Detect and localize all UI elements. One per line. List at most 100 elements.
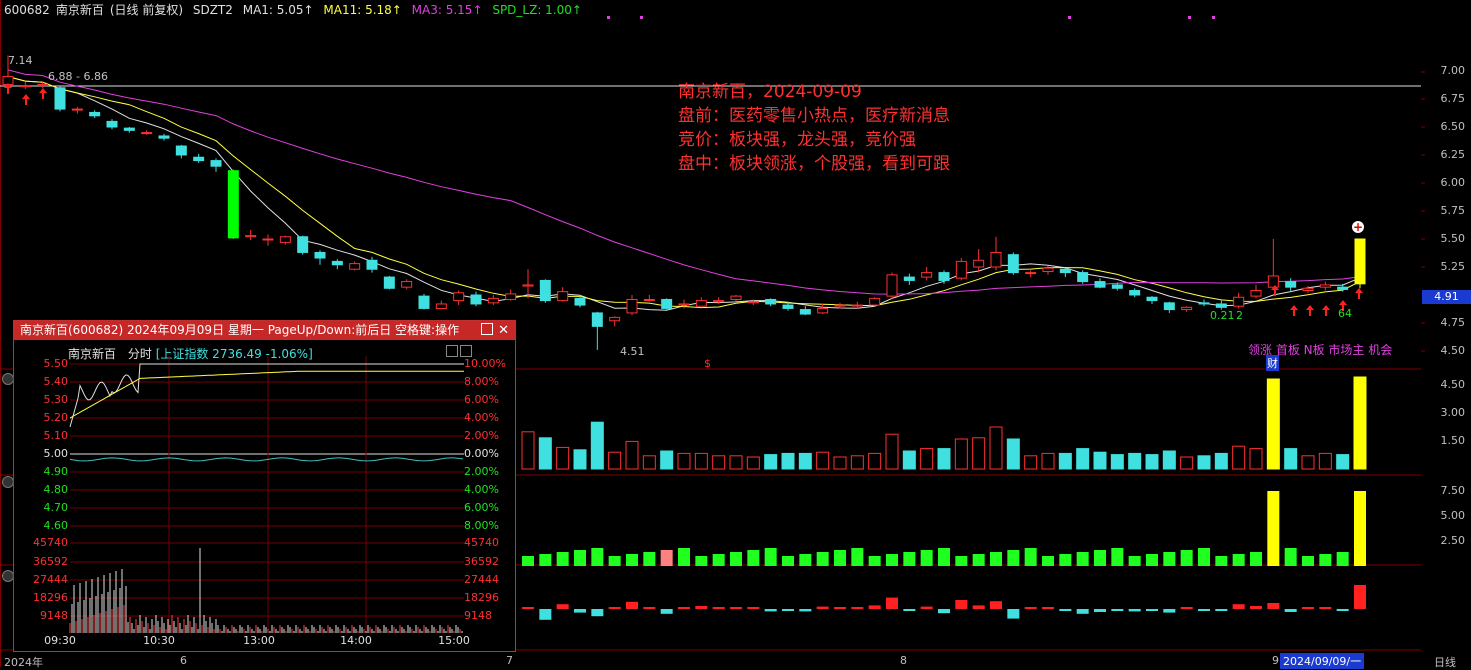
candle-body [1059,268,1071,274]
indicator-bar [1267,491,1280,566]
popup-right-tick: 36592 [464,555,499,568]
popup-resize-icon[interactable] [460,345,472,357]
candle-body [1198,302,1210,305]
volume-bar [694,452,708,470]
indicator-bar [712,554,725,566]
indicator-bar [886,554,898,566]
candle-body [175,145,187,156]
strategy-tags: 领涨 首板 N板 市场主 机会 [1248,343,1393,357]
volume-bar [1353,376,1367,470]
vol-label-2: 2 [1236,309,1243,322]
volume-bar [902,450,916,470]
indicator-bar [1354,491,1366,566]
momentum-bar [1042,607,1054,609]
candle-body [123,127,135,131]
popup-left-tick: 36592 [33,555,68,568]
popup-time-label: 15:00 [438,634,470,647]
indicator-bar [1007,550,1020,566]
popup-settings-icon[interactable] [446,345,458,357]
candle-body [106,120,118,128]
momentum-bar [1163,609,1176,613]
candle-body [331,260,343,266]
candle-body [869,297,881,306]
dollar-marker: $ [704,357,711,370]
price-tick: 6.75 [1440,92,1466,105]
popup-index: [上证指数 2736.49 -1.06%] [155,347,313,361]
candle-body [1007,254,1019,274]
candle-body [505,293,517,300]
candle-body [713,300,725,303]
vol-tick: 4.50 [1440,378,1466,391]
ma3-line [7,69,1361,295]
period-button[interactable]: 日线 [1434,656,1456,669]
annotation-line-1: 南京新百，2024-09-09 [678,82,862,102]
volume-bar [1162,450,1176,470]
signal-dot [607,16,610,19]
close-icon[interactable]: ✕ [498,323,509,338]
signal-dot [1068,16,1071,19]
candle-body [1146,296,1158,302]
price-tick: 6.00 [1440,176,1466,189]
right-axis-line [0,0,1,667]
indicator-bar [816,552,829,566]
volume-bar [1336,454,1350,470]
popup-titlebar[interactable]: 南京新百(600682) 2024年09月09日 星期一 PageUp/Down… [14,321,515,340]
momentum-bar [972,605,985,609]
candle-body [522,284,534,287]
indicator-bar [574,550,586,566]
current-price-badge: 4.91 [1422,290,1471,304]
momentum-bar [799,609,812,612]
candle-body [609,316,621,322]
indicator-bar [851,548,864,566]
candle-body [747,301,759,304]
ind-tick: 7.50 [1440,484,1466,497]
popup-title: 南京新百(600682) 2024年09月09日 星期一 PageUp/Down… [20,323,460,337]
momentum-bar [920,606,933,609]
add-marker-icon[interactable]: + [1352,220,1364,234]
indicator-bar [955,556,968,566]
price-tick: 6.25 [1440,148,1466,161]
momentum-bar [1059,609,1072,611]
indicator-bar [1146,554,1158,566]
cursor-date: 2024/09/09/一 [1280,653,1365,669]
candle-body [678,303,690,306]
momentum-bar [626,601,638,609]
candle-body [539,279,551,302]
candle-body [955,260,967,279]
count-label: 64 [1338,307,1352,320]
momentum-bar [1215,609,1228,611]
popup-left-tick: 5.00 [43,447,69,460]
candle-body [1129,290,1141,296]
momentum-bar [1024,607,1037,609]
momentum-bar [1336,609,1349,611]
signal-arrow-icon [39,88,47,99]
candle-body [1285,281,1297,288]
volume-bar [573,449,587,470]
stock-code: 600682 [4,3,50,17]
signal-dot [1188,16,1191,19]
volume-bar [1006,438,1020,470]
low-label: 4.51 [620,345,645,358]
momentum-bar [764,609,777,612]
momentum-bar [955,600,968,609]
volume-bar [989,426,1003,470]
popup-right-tick: 9148 [464,609,492,622]
momentum-bar [851,607,864,609]
volume-bar [1145,454,1159,470]
candle-body [37,83,49,87]
popup-subheader: 南京新百 分时 [上证指数 2736.49 -1.06%] [68,345,313,362]
candle-body [418,295,430,309]
maximize-icon[interactable] [481,323,493,335]
candle-body [487,297,499,304]
candle-body [71,108,83,111]
ind-tick: 5.00 [1440,509,1466,522]
signal-arrow-icon [1355,288,1363,299]
indicator-bar [591,548,604,566]
candle-body [141,132,153,135]
candle-body [851,304,863,307]
intraday-popup[interactable]: 南京新百(600682) 2024年09月09日 星期一 PageUp/Down… [13,320,516,652]
indicator-name[interactable]: SDZT2 [192,3,233,17]
volume-bar [937,448,951,470]
candle-body [54,87,66,110]
price-line [69,363,464,428]
